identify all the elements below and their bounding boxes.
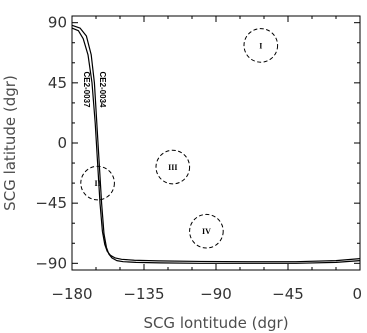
series-label-1: CE2-0037	[82, 71, 91, 108]
series-layer: CE2-0037 CE2-0034	[71, 24, 361, 264]
y-tick-label: 45	[48, 74, 67, 92]
plot-frame	[71, 15, 361, 271]
x-axis-ticks: −180 −135 −90 −45 0	[51, 16, 362, 303]
x-tick-label: 0	[352, 285, 362, 303]
x-tick-label: −180	[51, 285, 92, 303]
series-line-2	[71, 27, 361, 263]
y-tick-label: 0	[57, 134, 67, 152]
region-label-I: I	[259, 41, 262, 50]
y-tick-label: −90	[35, 254, 67, 272]
y-axis-ticks: 90 45 0 −45 −90	[35, 14, 360, 272]
region-circle-IV	[189, 213, 224, 249]
y-axis-label: SCG latitude (dgr)	[1, 75, 19, 211]
x-tick-label: −135	[123, 285, 164, 303]
region-circle-II	[80, 165, 115, 201]
y-tick-label: 90	[48, 14, 67, 32]
region-label-III: III	[168, 163, 177, 172]
x-tick-label: −90	[200, 285, 232, 303]
region-label-IV: IV	[202, 227, 211, 236]
x-axis-label: SCG lontitude (dgr)	[143, 314, 288, 332]
region-circle-I	[243, 28, 279, 63]
y-tick-label: −45	[35, 194, 67, 212]
region-label-II: II	[94, 179, 100, 188]
series-label-2: CE2-0034	[98, 71, 107, 108]
series-line-1	[71, 24, 361, 264]
x-tick-label: −45	[272, 285, 304, 303]
region-circle-III	[155, 149, 191, 185]
